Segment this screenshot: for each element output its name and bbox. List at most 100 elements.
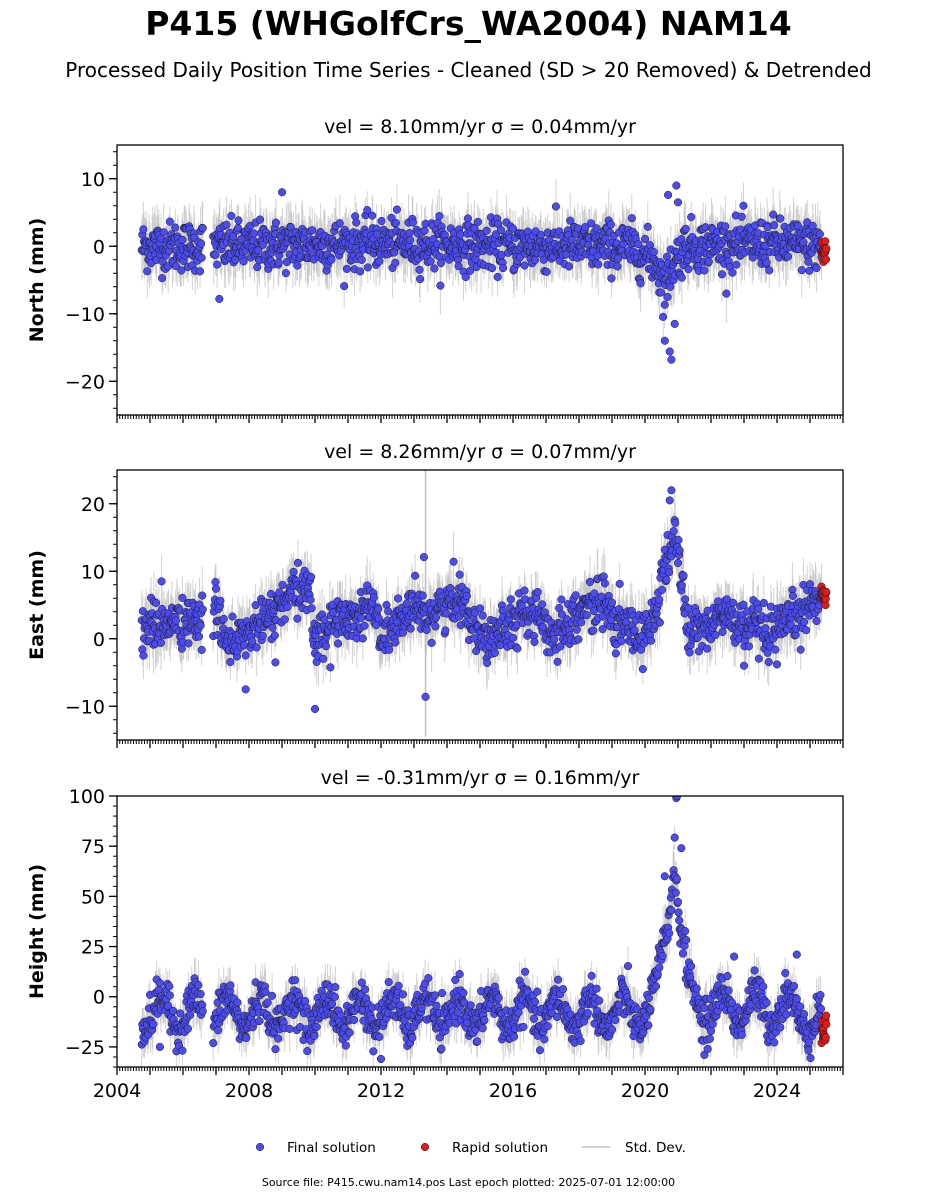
- final-point: [666, 282, 675, 291]
- final-point: [677, 273, 686, 282]
- final-point: [436, 281, 445, 290]
- final-point: [660, 336, 669, 345]
- final-point: [177, 266, 186, 275]
- final-point: [815, 230, 824, 239]
- final-point: [739, 201, 748, 210]
- final-point: [581, 223, 590, 232]
- rapid-solution-points: [817, 237, 831, 266]
- final-point: [592, 224, 601, 233]
- final-point: [280, 615, 289, 624]
- final-point: [700, 266, 709, 275]
- final-point: [762, 258, 771, 267]
- final-point: [420, 226, 429, 235]
- final-point: [406, 236, 415, 245]
- final-point: [411, 571, 420, 580]
- final-point: [655, 618, 664, 627]
- final-point: [219, 614, 228, 623]
- final-point: [293, 614, 302, 623]
- final-point: [308, 226, 317, 235]
- panel-title: vel = 8.26mm/yr σ = 0.07mm/yr: [324, 441, 636, 463]
- final-point: [769, 210, 778, 219]
- y-tick-label: 10: [81, 169, 105, 191]
- final-point: [643, 222, 652, 231]
- y-tick-label: −20: [65, 371, 105, 393]
- final-point: [765, 266, 774, 275]
- final-point: [165, 217, 174, 226]
- final-point: [352, 218, 361, 227]
- final-point: [211, 250, 220, 259]
- final-point: [582, 611, 591, 620]
- final-point: [321, 642, 331, 651]
- chart-title: P415 (WHGolfCrs_WA2004) NAM14: [145, 4, 792, 43]
- final-point: [499, 263, 508, 273]
- final-point: [196, 267, 205, 276]
- final-point: [574, 635, 583, 644]
- final-point: [216, 596, 225, 605]
- final-point: [405, 228, 414, 238]
- final-point: [681, 595, 690, 604]
- final-point: [482, 226, 491, 235]
- final-point: [614, 254, 623, 263]
- final-point: [454, 262, 463, 271]
- final-point: [196, 621, 205, 630]
- final-point: [681, 224, 690, 233]
- final-point: [732, 260, 741, 269]
- final-point: [617, 637, 626, 646]
- final-point: [662, 252, 672, 261]
- final-point: [660, 300, 669, 309]
- final-point: [159, 228, 168, 237]
- final-point: [684, 265, 693, 274]
- rapid-point: [822, 244, 831, 253]
- final-point: [587, 219, 596, 228]
- final-point: [483, 658, 492, 668]
- final-point: [277, 188, 287, 197]
- final-point: [669, 527, 678, 536]
- final-point: [508, 633, 518, 642]
- final-point: [198, 605, 207, 614]
- final-point: [677, 581, 686, 590]
- final-point: [178, 593, 187, 602]
- final-point: [342, 264, 351, 274]
- final-point: [599, 572, 608, 581]
- final-point: [374, 605, 383, 614]
- final-point: [799, 238, 808, 247]
- final-point: [687, 212, 696, 222]
- final-point: [665, 568, 674, 577]
- final-point: [627, 214, 636, 223]
- final-point: [664, 190, 673, 199]
- final-point: [306, 595, 315, 604]
- final-point: [431, 613, 441, 622]
- data-layer: [137, 470, 831, 737]
- final-point: [520, 586, 529, 595]
- final-point: [797, 266, 806, 275]
- final-point: [441, 626, 450, 635]
- final-point: [416, 274, 425, 284]
- final-point: [139, 225, 148, 234]
- final-point: [391, 638, 400, 647]
- final-point: [138, 607, 147, 616]
- final-point: [270, 631, 279, 640]
- final-point: [394, 594, 403, 603]
- final-point: [157, 577, 166, 586]
- final-point: [553, 657, 562, 666]
- final-point: [252, 643, 261, 652]
- final-point: [539, 255, 548, 264]
- final-point: [662, 575, 671, 584]
- final-point: [228, 612, 237, 621]
- final-point: [589, 626, 598, 635]
- final-point: [248, 637, 257, 646]
- final-point: [268, 623, 277, 632]
- final-point: [530, 637, 539, 647]
- final-point: [258, 631, 267, 640]
- final-point: [171, 616, 180, 625]
- final-point: [490, 648, 499, 657]
- final-point: [327, 255, 336, 264]
- y-tick-label: −10: [65, 304, 105, 326]
- final-point: [649, 248, 658, 257]
- final-point: [473, 217, 482, 226]
- final-point: [793, 221, 802, 230]
- final-point: [667, 355, 676, 364]
- final-point: [634, 240, 643, 249]
- final-point: [675, 546, 684, 555]
